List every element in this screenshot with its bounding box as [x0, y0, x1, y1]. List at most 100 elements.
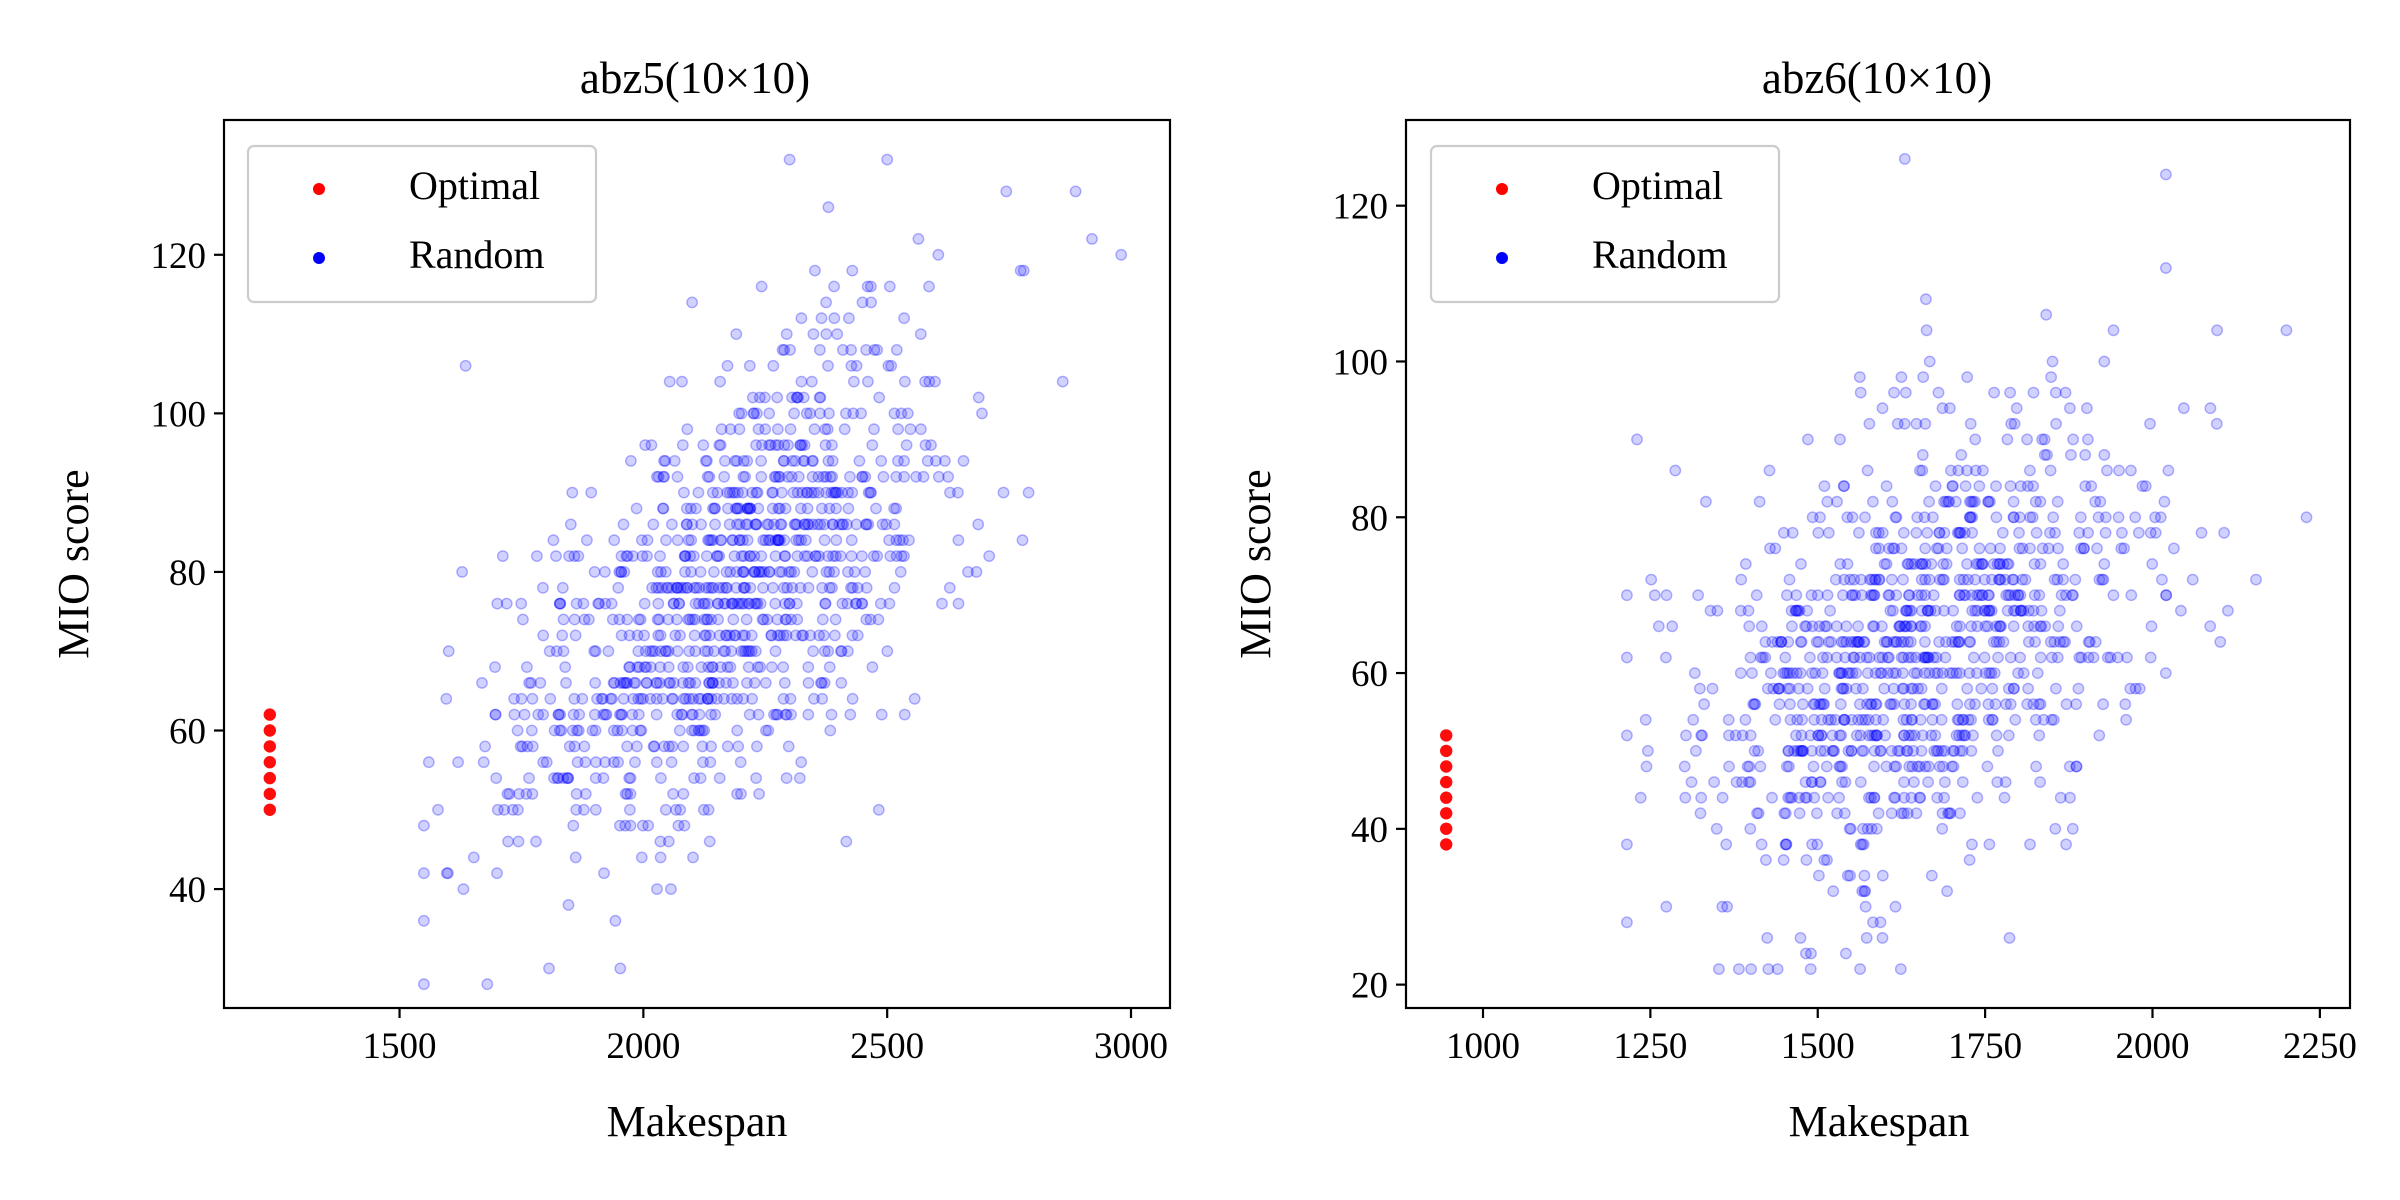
random-point	[1845, 745, 1858, 757]
random-point	[1953, 589, 1966, 602]
random-point	[853, 454, 866, 467]
random-point	[631, 629, 644, 642]
random-point	[1840, 682, 1853, 695]
random-point	[1841, 511, 1854, 524]
random-point	[1872, 807, 1885, 820]
random-point	[751, 740, 763, 753]
random-point	[748, 407, 760, 420]
random-point	[1680, 729, 1692, 742]
random-point	[1955, 448, 1968, 461]
random-point	[1806, 667, 1818, 679]
random-point	[1938, 745, 1951, 757]
random-point	[952, 534, 965, 547]
random-point	[727, 677, 739, 689]
random-point	[753, 566, 766, 578]
random-point	[1899, 620, 1912, 633]
random-point	[2035, 604, 2048, 617]
y-tick-label: 80	[169, 553, 206, 594]
x-tick-label: 1500	[1781, 1026, 1855, 1067]
random-point	[972, 518, 985, 531]
random-point	[771, 534, 784, 547]
random-point	[2004, 480, 2017, 492]
random-point	[750, 439, 762, 451]
random-point	[1936, 807, 1949, 820]
random-point	[1763, 464, 1776, 477]
random-point	[614, 962, 627, 975]
random-point	[779, 597, 791, 610]
random-point	[1940, 636, 1952, 648]
random-point	[686, 296, 698, 309]
random-point	[1794, 932, 1807, 944]
random-point	[1858, 636, 1871, 648]
random-point	[731, 788, 743, 800]
random-point	[856, 296, 869, 309]
random-point	[1975, 682, 1988, 695]
random-point	[577, 597, 590, 610]
random-point	[1804, 651, 1816, 664]
random-point	[1829, 573, 1842, 586]
random-point	[2036, 542, 2049, 555]
random-point	[1748, 745, 1761, 757]
random-point	[779, 708, 792, 721]
random-point	[1959, 589, 1972, 602]
random-point	[822, 201, 835, 214]
random-point	[2036, 433, 2049, 446]
random-point	[744, 581, 757, 594]
random-point	[1905, 604, 1918, 617]
random-point	[750, 518, 763, 531]
random-point	[898, 550, 910, 562]
random-point	[1858, 869, 1871, 882]
random-point	[1885, 698, 1898, 711]
random-point	[1826, 745, 1839, 757]
random-point	[1846, 511, 1859, 524]
random-point	[944, 486, 956, 499]
random-point	[782, 740, 795, 753]
random-point	[830, 534, 843, 547]
random-point	[786, 454, 799, 467]
random-point	[703, 835, 716, 848]
random-point	[1905, 698, 1917, 711]
random-point	[593, 597, 605, 610]
random-point	[865, 296, 877, 309]
optimal-point	[1440, 791, 1453, 804]
random-point	[678, 486, 690, 499]
random-point	[1905, 729, 1918, 742]
random-point	[1857, 838, 1870, 851]
random-point	[578, 613, 591, 626]
random-point	[844, 708, 857, 721]
random-point	[1953, 573, 1966, 586]
random-point	[1870, 698, 1883, 711]
random-point	[713, 581, 725, 594]
random-point	[543, 645, 556, 658]
random-point	[1794, 667, 1807, 679]
random-point	[699, 597, 711, 610]
random-point	[2075, 651, 2088, 664]
random-point	[1954, 807, 1966, 820]
random-point	[702, 803, 715, 816]
random-point	[2040, 308, 2053, 321]
random-point	[727, 597, 740, 610]
random-point	[1869, 698, 1882, 711]
random-point	[1923, 355, 1936, 368]
random-point	[628, 677, 641, 689]
random-point	[1866, 729, 1878, 742]
random-point	[1911, 589, 1924, 602]
random-point	[570, 788, 583, 800]
random-point	[1822, 791, 1835, 804]
random-point	[693, 581, 706, 594]
random-point	[1864, 698, 1877, 711]
random-point	[1854, 651, 1867, 664]
random-point	[723, 486, 736, 499]
random-point	[1923, 495, 1936, 508]
random-point	[560, 677, 572, 689]
random-point	[769, 645, 782, 658]
random-point	[666, 518, 678, 531]
random-point	[1887, 604, 1899, 617]
random-point	[648, 740, 661, 753]
random-point	[1775, 636, 1788, 648]
random-point	[794, 439, 807, 451]
random-point	[840, 835, 853, 848]
random-point	[1907, 745, 1920, 757]
random-point	[1942, 807, 1955, 820]
random-point	[1742, 604, 1755, 617]
